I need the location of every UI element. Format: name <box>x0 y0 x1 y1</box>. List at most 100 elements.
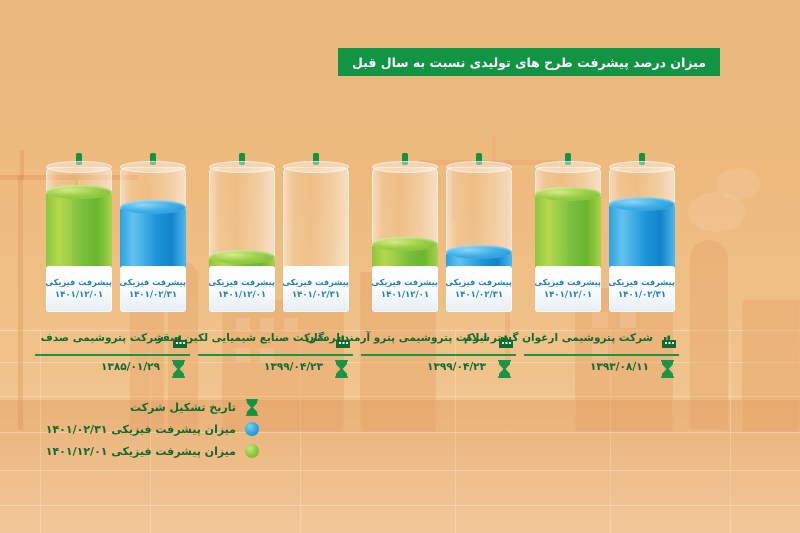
legend-item-blue[interactable]: میزان پیشرفت فیزیکی ۱۴۰۱/۰۲/۳۱ <box>10 420 260 438</box>
bar-base-label-green-1: پیشرفت فیزیکی ۱۴۰۱/۱۲/۰۱ <box>208 266 275 312</box>
company-row-0[interactable]: شرکت پتروشیمی صدف <box>35 332 190 356</box>
bar-base-label-blue-3: پیشرفت فیزیکی ۱۴۰۱/۰۲/۳۱ <box>608 266 675 312</box>
established-row-3: ۱۳۹۳/۰۸/۱۱ <box>524 360 679 380</box>
company-row-1[interactable]: شرکت صنایع شیمیایی لکین سقز <box>156 332 353 356</box>
background-ground <box>0 400 800 533</box>
hourglass-icon <box>244 398 260 416</box>
company-name: شرکت پتروشیمی پترو آرمند لردگان <box>305 332 490 344</box>
page-title: میزان درصد پیشرفت طرح های تولیدی نسبت به… <box>351 54 706 70</box>
progress-date: ۱۴۰۱/۰۲/۳۱ <box>291 290 341 300</box>
company-name: شرکت پتروشیمی ارغوان گستر ایلام <box>463 332 653 344</box>
background-gridline <box>150 330 151 533</box>
background-gridline <box>40 330 41 533</box>
crane-apex-icon <box>20 150 24 178</box>
progress-label: پیشرفت فیزیکی <box>119 277 186 287</box>
legend-label: میزان پیشرفت فیزیکی ۱۴۰۱/۰۲/۳۱ <box>45 422 236 436</box>
liquid-surface <box>46 185 112 199</box>
window-icon <box>284 318 298 332</box>
bar-base-label-blue-2: پیشرفت فیزیکی ۱۴۰۱/۰۲/۳۱ <box>445 266 512 312</box>
progress-label: پیشرفت فیزیکی <box>371 277 438 287</box>
background-gridline <box>300 330 301 533</box>
progress-label: پیشرفت فیزیکی <box>608 277 675 287</box>
legend-label: تاریخ تشکیل شرکت <box>129 400 236 414</box>
liquid-surface <box>609 197 675 211</box>
background-gridline <box>0 396 800 397</box>
hourglass-icon <box>497 360 512 378</box>
bar-base-label-green-3: پیشرفت فیزیکی ۱۴۰۱/۱۲/۰۱ <box>534 266 601 312</box>
background-gridline <box>0 505 800 506</box>
tube-nozzle-icon <box>639 153 645 165</box>
liquid-surface <box>120 200 186 214</box>
bar-base-label-blue-0: پیشرفت فیزیکی ۱۴۰۱/۰۲/۳۱ <box>119 266 186 312</box>
company-row-2[interactable]: شرکت پتروشیمی پترو آرمند لردگان <box>305 332 516 356</box>
background-gridline <box>610 330 611 533</box>
progress-date: ۱۴۰۱/۱۲/۰۱ <box>380 290 430 300</box>
factory-icon <box>661 333 677 349</box>
tube-nozzle-icon <box>402 153 408 165</box>
background-gridline <box>730 330 731 533</box>
background-gridline <box>0 470 800 471</box>
established-date: ۱۳۹۹/۰۴/۲۳ <box>427 361 486 373</box>
company-row-3[interactable]: شرکت پتروشیمی ارغوان گستر ایلام <box>464 332 679 356</box>
tube-nozzle-icon <box>313 153 319 165</box>
building-icon <box>575 288 673 432</box>
tube-rim <box>209 161 275 173</box>
established-row-1: ۱۳۹۹/۰۴/۲۳ <box>198 360 353 380</box>
company-name: شرکت پتروشیمی صدف <box>40 332 164 344</box>
liquid-surface <box>209 250 275 264</box>
tube-nozzle-icon <box>239 153 245 165</box>
progress-date: ۱۴۰۱/۱۲/۰۱ <box>54 290 104 300</box>
bar-base-label-green-0: پیشرفت فیزیکی ۱۴۰۱/۱۲/۰۱ <box>45 266 112 312</box>
factory-icon <box>335 333 351 349</box>
chart-area: ٪۷۹٫۰۲ پیشرفت فیزیکی ۱۴۰۱/۱۲/۰۱ ٪۶۹٫۶۱ پ… <box>45 153 675 312</box>
background-gridline <box>0 432 800 433</box>
hourglass-icon <box>334 360 349 378</box>
crane-jib-icon <box>418 160 558 165</box>
window-icon <box>592 344 608 360</box>
tube-rim <box>283 161 349 173</box>
tube-rim <box>120 161 186 173</box>
established-date: ۱۳۹۹/۰۴/۲۳ <box>264 361 323 373</box>
established-date: ۱۳۹۳/۰۸/۱۱ <box>590 361 649 373</box>
factory-icon <box>172 333 188 349</box>
progress-date: ۱۴۰۱/۰۲/۳۱ <box>617 290 667 300</box>
dot-icon <box>244 421 260 437</box>
progress-label: پیشرفت فیزیکی <box>208 277 275 287</box>
tube-rim <box>535 161 601 173</box>
legend-item-green[interactable]: میزان پیشرفت فیزیکی ۱۴۰۱/۱۲/۰۱ <box>10 442 260 460</box>
bar-base-label-green-2: پیشرفت فیزیکی ۱۴۰۱/۱۲/۰۱ <box>371 266 438 312</box>
divider <box>35 354 190 356</box>
window-icon <box>620 312 636 328</box>
tube-nozzle-icon <box>476 153 482 165</box>
crane-mast-icon <box>18 175 23 430</box>
established-row-0: ۱۳۸۵/۰۱/۲۹ <box>35 360 190 380</box>
progress-label: پیشرفت فیزیکی <box>534 277 601 287</box>
factory-icon <box>498 333 514 349</box>
title-bar: میزان درصد پیشرفت طرح های تولیدی نسبت به… <box>337 48 720 76</box>
tube-rim <box>46 161 112 173</box>
background-gridline <box>0 330 800 331</box>
hourglass-icon <box>660 360 675 378</box>
window-icon <box>236 318 250 332</box>
legend-label: میزان پیشرفت فیزیکی ۱۴۰۱/۱۲/۰۱ <box>45 444 236 458</box>
header: میزان درصد پیشرفت طرح های تولیدی نسبت به… <box>0 48 800 76</box>
dot-icon <box>244 443 260 459</box>
smoke-icon <box>716 168 760 200</box>
window-icon <box>592 312 608 328</box>
tube-rim <box>609 161 675 173</box>
background-gridline <box>455 330 456 533</box>
progress-date: ۱۴۰۱/۰۲/۳۱ <box>128 290 178 300</box>
progress-date: ۱۴۰۱/۱۲/۰۱ <box>543 290 593 300</box>
divider <box>198 354 353 356</box>
liquid-surface <box>535 187 601 201</box>
smoke-icon <box>688 192 746 232</box>
established-row-2: ۱۳۹۹/۰۴/۲۳ <box>361 360 516 380</box>
tube-nozzle-icon <box>150 153 156 165</box>
crane-apex-icon <box>492 136 496 162</box>
tube-rim <box>446 161 512 173</box>
legend-item-establishment[interactable]: تاریخ تشکیل شرکت <box>10 398 260 416</box>
crane-counterjib-icon <box>0 175 24 180</box>
divider <box>524 354 679 356</box>
progress-date: ۱۴۰۱/۱۲/۰۱ <box>217 290 267 300</box>
hourglass-icon <box>171 360 186 378</box>
